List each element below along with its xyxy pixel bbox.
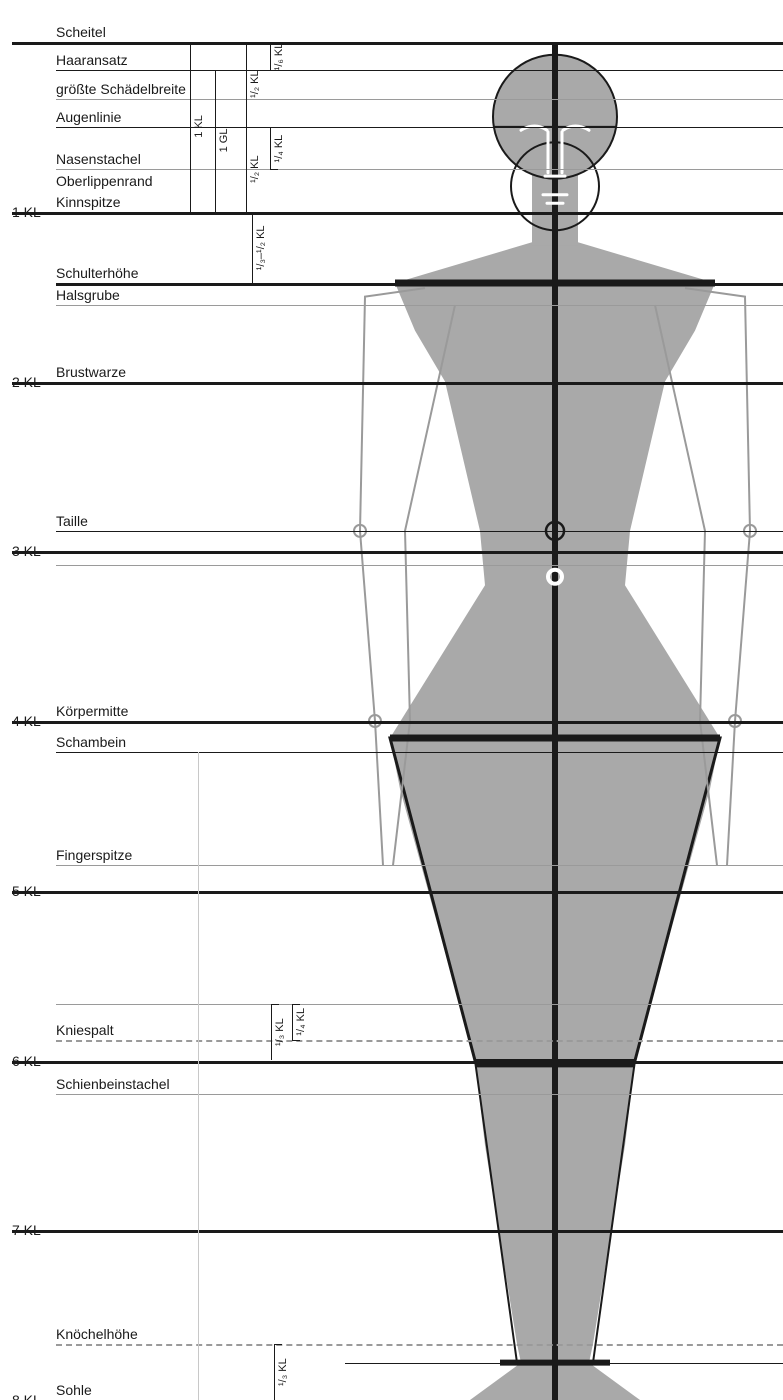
anatomy-label-schaedelbreite: größte Schädelbreite xyxy=(56,81,186,97)
kl-marker-5: 5 KL xyxy=(12,883,41,899)
kl-marker-4: 4 KL xyxy=(12,713,41,729)
guide-line xyxy=(12,1230,783,1233)
guide-line xyxy=(56,169,783,170)
guide-vertical xyxy=(198,752,199,1400)
guide-line xyxy=(12,721,783,724)
guide-line xyxy=(56,531,783,532)
anatomy-label-schambein: Schambein xyxy=(56,734,126,750)
anatomy-label-koerpermitte: Körpermitte xyxy=(56,703,128,719)
guide-line xyxy=(56,305,783,306)
bracket-line xyxy=(292,1004,293,1040)
bracket-label: ¹/₄ KL xyxy=(273,127,285,169)
kl-marker-8: 8 KL xyxy=(12,1392,41,1400)
anatomy-label-kniespalt: Kniespalt xyxy=(56,1022,114,1038)
anatomy-label-sohle: Sohle xyxy=(56,1382,92,1398)
bracket-label: ¹/₂ KL xyxy=(249,127,261,212)
anatomy-label-fingerspitze: Fingerspitze xyxy=(56,847,132,863)
bracket-line xyxy=(215,70,216,211)
guide-line xyxy=(345,1363,783,1364)
guide-line xyxy=(56,283,783,286)
bracket-label: 1 GL xyxy=(218,70,230,211)
guide-line xyxy=(56,99,783,100)
guide-line xyxy=(12,212,783,215)
bracket-label: ¹/₃ KL xyxy=(277,1344,289,1400)
bracket-line xyxy=(270,42,271,70)
anatomy-label-oberlippenrand: Oberlippenrand xyxy=(56,173,153,189)
kl-marker-7: 7 KL xyxy=(12,1222,41,1238)
bracket-label: ¹/₄ KL xyxy=(295,1004,307,1040)
anatomy-label-brustwarze: Brustwarze xyxy=(56,364,126,380)
bracket-label: ¹/₆ KL xyxy=(273,42,285,70)
bracket-label: ¹/₃ KL xyxy=(274,1004,286,1060)
bracket-label: 1 KL xyxy=(193,42,205,212)
bracket-line xyxy=(246,42,247,127)
bracket-line xyxy=(270,127,271,169)
kl-marker-1: 1 KL xyxy=(12,204,41,220)
anatomy-label-schulterhoehe: Schulterhöhe xyxy=(56,265,139,281)
guide-line xyxy=(56,1004,783,1005)
anatomy-label-kinnspitze: Kinnspitze xyxy=(56,194,121,210)
human-figure xyxy=(0,0,783,1400)
guide-line xyxy=(12,382,783,385)
bracket-line xyxy=(271,1004,272,1060)
anatomy-label-schienbeinstachel: Schienbeinstachel xyxy=(56,1076,170,1092)
guide-line xyxy=(56,565,783,566)
kl-marker-2: 2 KL xyxy=(12,374,41,390)
guide-line xyxy=(56,1040,783,1042)
guide-line xyxy=(12,891,783,894)
anatomy-label-augenlinie: Augenlinie xyxy=(56,109,121,125)
guide-line xyxy=(12,42,783,45)
anatomy-label-halsgrube: Halsgrube xyxy=(56,287,120,303)
guide-line xyxy=(12,1061,783,1064)
guide-line xyxy=(56,1344,783,1346)
proportion-diagram: Scheitel Haaransatz größte Schädelbreite Au… xyxy=(0,0,783,1400)
anatomy-label-knoechelhoehe: Knöchelhöhe xyxy=(56,1326,138,1342)
bracket-line xyxy=(274,1344,275,1400)
bracket-line xyxy=(190,42,191,212)
anatomy-label-haaransatz: Haaransatz xyxy=(56,52,128,68)
bracket-line xyxy=(246,127,247,212)
kl-marker-3: 3 KL xyxy=(12,543,41,559)
guide-line xyxy=(56,127,783,128)
guide-line xyxy=(12,551,783,554)
guide-line xyxy=(56,70,783,71)
bracket-line xyxy=(252,212,253,283)
guide-line xyxy=(56,865,783,866)
bracket-label: ¹/₃–¹/₂ KL xyxy=(255,212,267,283)
anatomy-label-scheitel: Scheitel xyxy=(56,24,106,40)
anatomy-label-taille: Taille xyxy=(56,513,88,529)
guide-line xyxy=(56,752,783,753)
kl-marker-6: 6 KL xyxy=(12,1053,41,1069)
bracket-label: ¹/₂ KL xyxy=(249,42,261,127)
guide-line xyxy=(56,1094,783,1095)
anatomy-label-nasenstachel: Nasenstachel xyxy=(56,151,141,167)
